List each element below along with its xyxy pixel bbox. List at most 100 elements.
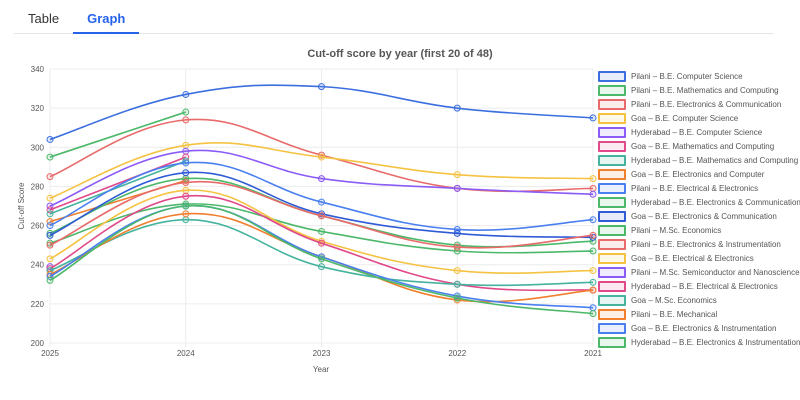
legend-item[interactable]: Pilani – B.E. Mechanical	[598, 307, 800, 321]
legend-swatch	[598, 196, 626, 208]
legend-swatch	[598, 322, 626, 334]
chart-legend: Pilani – B.E. Computer Science Pilani – B…	[598, 69, 800, 350]
series-line	[49, 171, 594, 239]
tab-table[interactable]: Table	[28, 11, 60, 26]
data-point	[46, 276, 54, 284]
legend-label: Hyderabad – B.E. Electronics & Communica…	[631, 197, 800, 207]
legend-swatch	[598, 252, 626, 264]
legend-item[interactable]: Pilani – B.E. Electronics & Instrumentat…	[598, 237, 800, 251]
legend-label: Hyderabad – B.E. Electrical & Electronic…	[631, 281, 778, 291]
series-line	[49, 194, 594, 292]
data-point	[589, 114, 597, 122]
legend-item[interactable]: Goa – B.E. Mathematics and Computing	[598, 139, 800, 153]
legend-item[interactable]: Pilani – M.Sc. Economics	[598, 223, 800, 237]
data-point	[182, 108, 190, 116]
view-tabs: Table Graph	[14, 0, 774, 34]
legend-label: Pilani – B.E. Electronics & Communicatio…	[631, 99, 782, 109]
data-point	[318, 239, 325, 247]
data-point	[589, 231, 597, 239]
data-point	[589, 247, 597, 255]
y-tick-label: 260	[31, 222, 45, 231]
data-point	[318, 263, 325, 271]
y-tick-label: 220	[31, 300, 45, 309]
data-point	[589, 175, 597, 183]
legend-label: Goa – B.E. Electronics and Computer	[631, 169, 765, 179]
legend-swatch	[598, 280, 626, 292]
tab-graph[interactable]: Graph	[73, 0, 140, 34]
legend-label: Pilani – B.E. Mechanical	[631, 309, 718, 319]
legend-swatch	[598, 210, 626, 222]
legend-label: Pilani – B.E. Mathematics and Computing	[631, 85, 779, 95]
data-point	[182, 141, 190, 149]
legend-item[interactable]: Pilani – B.E. Mathematics and Computing	[598, 83, 800, 97]
data-point	[182, 202, 190, 210]
legend-item[interactable]: Goa – B.E. Electronics and Computer	[598, 167, 800, 181]
legend-swatch	[598, 126, 626, 138]
data-point	[46, 231, 54, 239]
legend-item[interactable]: Goa – B.E. Electronics & Instrumentation	[598, 321, 800, 335]
data-point	[182, 216, 190, 224]
data-point	[453, 104, 461, 112]
data-point	[318, 83, 325, 91]
series-line	[49, 149, 594, 207]
legend-label: Hyderabad – B.E. Computer Science	[631, 127, 763, 137]
legend-swatch	[598, 238, 626, 250]
legend-item[interactable]: Pilani – B.E. Electronics & Communicatio…	[598, 97, 800, 111]
legend-label: Pilani – B.E. Electronics & Instrumentat…	[631, 239, 781, 249]
series-line	[49, 204, 594, 309]
data-point	[453, 184, 461, 192]
y-tick-label: 320	[31, 104, 45, 113]
data-point	[318, 175, 325, 183]
legend-swatch	[598, 294, 626, 306]
data-point	[318, 212, 325, 220]
data-point	[46, 135, 54, 143]
legend-item[interactable]: Pilani – M.Sc. Semiconductor and Nanosci…	[598, 265, 800, 279]
series-line	[49, 189, 594, 274]
x-axis-label: Year	[313, 365, 330, 374]
data-point	[318, 153, 325, 161]
legend-item[interactable]: Hyderabad – B.E. Electronics & Instrumen…	[598, 335, 800, 349]
data-point	[453, 280, 461, 288]
y-axis-label: Cut-off Score	[17, 182, 26, 230]
legend-label: Hyderabad – B.E. Electronics & Instrumen…	[631, 337, 800, 347]
legend-swatch	[598, 224, 626, 236]
x-tick-label: 2021	[584, 349, 602, 358]
y-tick-label: 280	[31, 182, 45, 191]
data-point	[182, 116, 190, 124]
legend-item[interactable]: Goa – M.Sc. Economics	[598, 293, 800, 307]
legend-item[interactable]: Goa – B.E. Electrical & Electronics	[598, 251, 800, 265]
legend-item[interactable]: Hyderabad – B.E. Computer Science	[598, 125, 800, 139]
data-point	[589, 286, 597, 294]
legend-swatch	[598, 140, 626, 152]
data-point	[46, 255, 54, 263]
data-point	[182, 186, 190, 194]
data-point	[46, 222, 54, 230]
data-point	[318, 227, 325, 235]
legend-item[interactable]: Goa – B.E. Electronics & Communication	[598, 209, 800, 223]
series-line	[49, 156, 187, 211]
legend-label: Goa – M.Sc. Economics	[631, 295, 717, 305]
data-point	[182, 147, 190, 155]
legend-item[interactable]: Pilani – B.E. Computer Science	[598, 69, 800, 83]
series-line	[49, 204, 594, 315]
series-line	[49, 180, 594, 249]
legend-swatch	[598, 308, 626, 320]
x-tick-label: 2022	[448, 349, 466, 358]
legend-item[interactable]: Hyderabad – B.E. Electronics & Communica…	[598, 195, 800, 209]
series-line	[49, 161, 594, 231]
series-line	[49, 84, 594, 141]
legend-label: Goa – B.E. Electronics & Communication	[631, 211, 777, 221]
data-point	[453, 267, 461, 275]
data-point	[453, 171, 461, 179]
legend-item[interactable]: Hyderabad – B.E. Mathematics and Computi…	[598, 153, 800, 167]
data-point	[318, 255, 325, 263]
data-point	[453, 229, 461, 237]
series-line	[49, 111, 187, 158]
x-tick-label: 2025	[41, 349, 59, 358]
legend-item[interactable]: Pilani – B.E. Electrical & Electronics	[598, 181, 800, 195]
legend-item[interactable]: Hyderabad – B.E. Electrical & Electronic…	[598, 279, 800, 293]
data-point	[182, 169, 190, 177]
y-tick-label: 240	[31, 261, 45, 270]
legend-item[interactable]: Goa – B.E. Computer Science	[598, 111, 800, 125]
